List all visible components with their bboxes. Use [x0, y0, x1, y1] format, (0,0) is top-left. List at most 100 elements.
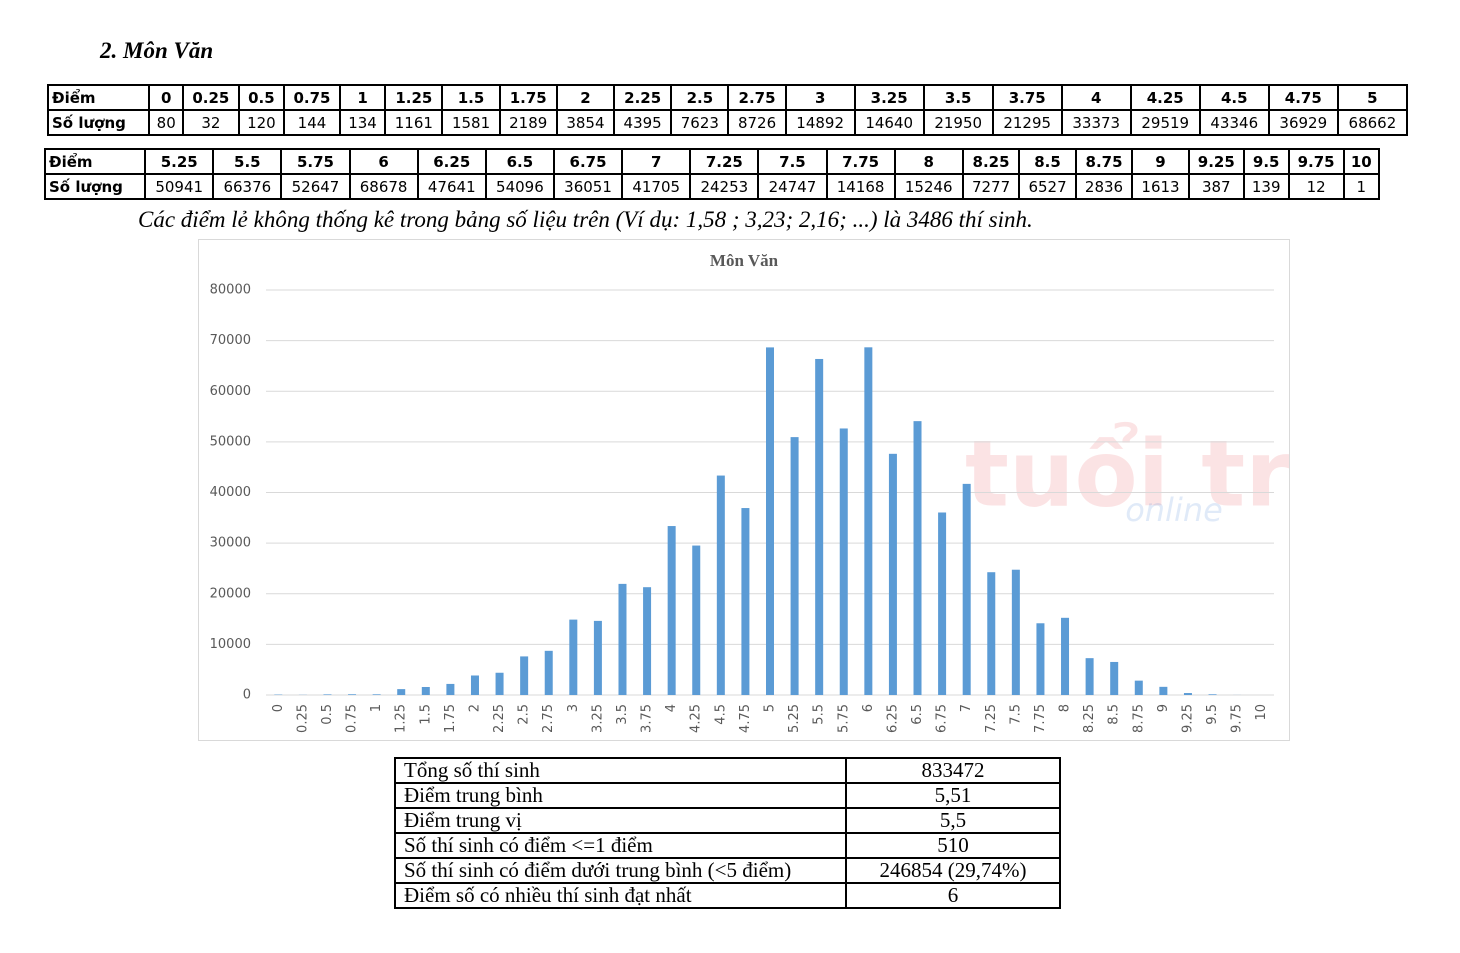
score-cell: 3.5 — [922, 84, 994, 111]
summary-row: Số thí sinh có điểm dưới trung bình (<5 … — [394, 857, 1061, 884]
score-cell: 6 — [348, 148, 419, 175]
count-cell: 12 — [1287, 173, 1345, 200]
count-cell: 4395 — [613, 109, 673, 136]
bar — [643, 587, 652, 695]
count-cell: 21295 — [991, 109, 1063, 136]
x-tick-label: 2.5 — [517, 704, 532, 725]
x-tick-label: 4.5 — [713, 704, 728, 725]
summary-value: 5,5 — [845, 807, 1061, 834]
score-cell: 1.75 — [498, 84, 558, 111]
count-cell: 7623 — [670, 109, 730, 136]
summary-table: Tổng số thí sinh 833472 Điểm trung bình 5,5… — [394, 757, 1061, 909]
count-cell: 52647 — [280, 173, 351, 200]
score-cell: 1.5 — [441, 84, 501, 111]
score-cell: 5.25 — [144, 148, 215, 175]
bar — [569, 619, 578, 695]
count-cell: 41705 — [621, 173, 692, 200]
score-cell: 8.75 — [1074, 148, 1134, 175]
x-tick-label: 6.5 — [910, 704, 925, 725]
row-label: Điểm — [46, 84, 151, 111]
x-tick-label: 6.75 — [935, 704, 950, 733]
count-cell: 2189 — [498, 109, 558, 136]
bar — [692, 545, 701, 695]
y-tick-label: 30000 — [210, 536, 251, 551]
bar — [618, 583, 627, 695]
summary-value: 246854 (29,74%) — [845, 857, 1061, 884]
score-cell: 6.25 — [416, 148, 487, 175]
x-tick-label: 5 — [763, 704, 778, 712]
table-row: Điểm 5.25 5.5 5.75 6 6.25 6.5 6.75 7 7.25 7.5 7.75 8… — [43, 148, 1381, 175]
score-cell: 5.75 — [280, 148, 351, 175]
score-cell: 2.5 — [670, 84, 730, 111]
bar — [913, 421, 922, 695]
x-tick-label: 9.5 — [1205, 704, 1220, 725]
x-tick-label: 8.5 — [1107, 704, 1122, 725]
score-cell: 7 — [621, 148, 692, 175]
bar — [716, 475, 725, 695]
x-tick-label: 6 — [861, 704, 876, 712]
score-cell: 4.5 — [1198, 84, 1270, 111]
score-cell: 10 — [1342, 148, 1381, 175]
bar — [495, 672, 504, 695]
count-cell: 68678 — [348, 173, 419, 200]
bar — [446, 683, 455, 695]
y-tick-label: 10000 — [210, 637, 251, 652]
bar — [938, 512, 947, 695]
bar — [667, 526, 676, 695]
y-tick-label: 80000 — [210, 283, 251, 298]
bar — [1134, 680, 1143, 695]
x-tick-label: 2.75 — [541, 704, 556, 733]
count-cell: 8726 — [727, 109, 787, 136]
score-cell: 6.75 — [552, 148, 624, 175]
count-cell: 2836 — [1074, 173, 1134, 200]
y-tick-label: 40000 — [210, 485, 251, 500]
x-tick-label: 3.5 — [615, 704, 630, 725]
count-cell: 387 — [1187, 173, 1245, 200]
bar — [864, 347, 873, 695]
summary-label: Số thí sinh có điểm dưới trung bình (<5 … — [394, 857, 847, 884]
score-cell: 9.25 — [1187, 148, 1245, 175]
count-cell: 24253 — [689, 173, 760, 200]
summary-row: Số thí sinh có điểm <=1 điểm 510 — [394, 832, 1061, 859]
count-cell: 80 — [148, 109, 184, 136]
score-cell: 7.75 — [825, 148, 896, 175]
summary-row: Tổng số thí sinh 833472 — [394, 757, 1061, 784]
count-cell: 1613 — [1131, 173, 1190, 200]
x-tick-label: 3.75 — [640, 704, 655, 733]
score-cell: 3 — [784, 84, 856, 111]
count-cell: 7277 — [961, 173, 1021, 200]
bar — [348, 694, 357, 695]
x-tick-label: 10 — [1254, 704, 1269, 721]
score-cell: 8.5 — [1018, 148, 1077, 175]
bar — [741, 508, 750, 695]
x-tick-label: 4.25 — [689, 704, 704, 733]
count-cell: 36051 — [552, 173, 624, 200]
bar — [1159, 686, 1168, 695]
summary-value: 510 — [845, 832, 1061, 859]
x-tick-label: 9.75 — [1230, 704, 1245, 733]
x-tick-label: 8.25 — [1082, 704, 1097, 733]
x-tick-label: 5.25 — [787, 704, 802, 733]
count-cell: 32 — [181, 109, 240, 136]
note: Các điểm lẻ không thống kê trong bảng số… — [138, 207, 1033, 232]
x-tick-label: 3 — [566, 704, 581, 712]
watermark: online — [1125, 491, 1223, 529]
x-tick-label: 7.75 — [1033, 704, 1048, 733]
bar — [593, 620, 602, 695]
count-cell: 139 — [1242, 173, 1290, 200]
x-tick-label: 0 — [271, 704, 286, 712]
chart: Môn Văn tuổi trẻ online 0 10000 20000 30000… — [210, 251, 1353, 733]
score-cell: 7.25 — [689, 148, 760, 175]
count-cell: 47641 — [416, 173, 487, 200]
summary-label: Số thí sinh có điểm <=1 điểm — [394, 832, 847, 859]
x-tick-label: 0.5 — [320, 704, 335, 725]
score-cell: 0.25 — [181, 84, 240, 111]
bar — [1110, 661, 1119, 695]
count-cell: 66376 — [212, 173, 283, 200]
watermark: tuổi trẻ — [965, 420, 1289, 527]
bar — [520, 656, 529, 695]
bar — [323, 694, 332, 695]
bar — [1183, 693, 1192, 695]
score-cell: 9 — [1131, 148, 1190, 175]
